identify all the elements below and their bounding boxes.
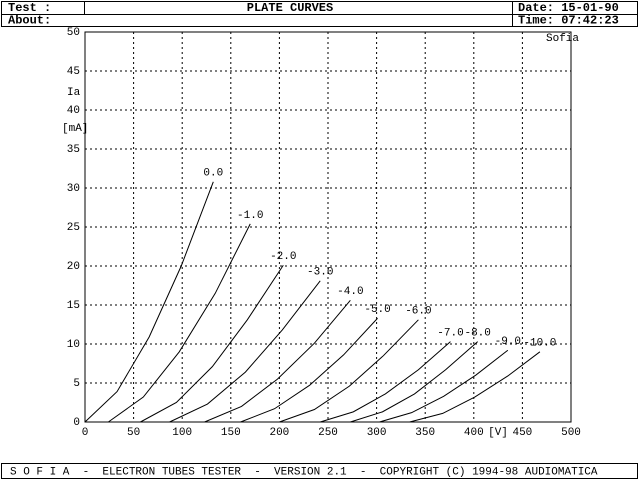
plate-curve xyxy=(84,181,214,423)
plate-curve xyxy=(320,341,451,423)
plate-curve xyxy=(279,319,419,423)
curve-label: -5.0 xyxy=(364,304,390,316)
x-tick-label: 100 xyxy=(172,427,192,439)
curve-label: -1.0 xyxy=(237,210,263,222)
curve-label: -2.0 xyxy=(270,251,296,263)
y-tick-label: 45 xyxy=(67,66,80,78)
y-axis-label: Ia xyxy=(67,87,81,99)
y-axis-unit: [mA] xyxy=(62,123,88,135)
footer-box xyxy=(1,463,638,479)
x-tick-label: 250 xyxy=(318,427,338,439)
plate-curve xyxy=(108,223,251,423)
watermark: Sofia xyxy=(546,33,579,45)
plate-curve xyxy=(379,349,509,423)
plate-curve xyxy=(140,264,284,423)
curve-label: -9.0 xyxy=(495,336,521,348)
x-axis-label: [V] xyxy=(488,427,508,439)
date: Date: 15-01-90 xyxy=(518,1,619,15)
y-tick-label: 30 xyxy=(67,183,80,195)
y-tick-label: 50 xyxy=(67,27,80,39)
y-tick-label: 20 xyxy=(67,261,80,273)
test-label: Test : xyxy=(8,1,51,15)
y-tick-label: 10 xyxy=(67,339,80,351)
y-tick-label: 0 xyxy=(73,417,80,429)
y-tick-label: 25 xyxy=(67,222,80,234)
x-tick-label: 450 xyxy=(512,427,532,439)
curve-label: -3.0 xyxy=(307,267,333,279)
plate-curve xyxy=(169,280,321,423)
x-tick-label: 0 xyxy=(82,427,89,439)
x-tick-label: 200 xyxy=(269,427,289,439)
y-tick-label: 40 xyxy=(67,105,80,117)
x-tick-label: 400 xyxy=(464,427,484,439)
y-tick-label: 35 xyxy=(67,144,80,156)
footer: S O F I A - ELECTRON TUBES TESTER - VERS… xyxy=(10,466,598,478)
curve-label: -10.0 xyxy=(523,338,556,350)
plate-curve xyxy=(240,317,378,423)
time: Time: 07:42:23 xyxy=(518,14,619,28)
plot-frame xyxy=(84,31,572,423)
chart-title: PLATE CURVES xyxy=(247,1,333,15)
curve-label: -8.0 xyxy=(464,328,490,340)
curve-label: -6.0 xyxy=(405,306,431,318)
about-label: About: xyxy=(8,14,51,28)
plate-curve xyxy=(350,341,479,423)
plate-curve xyxy=(204,299,351,423)
y-tick-label: 15 xyxy=(67,300,80,312)
curve-label: 0.0 xyxy=(203,168,223,180)
x-tick-label: 50 xyxy=(127,427,140,439)
curve-label: -4.0 xyxy=(337,286,363,298)
x-tick-label: 300 xyxy=(367,427,387,439)
x-tick-label: 500 xyxy=(561,427,581,439)
x-tick-label: 150 xyxy=(221,427,241,439)
curve-label: -7.0 xyxy=(437,328,463,340)
x-tick-label: 350 xyxy=(415,427,435,439)
plate-curve xyxy=(409,351,541,423)
y-tick-label: 5 xyxy=(73,378,80,390)
